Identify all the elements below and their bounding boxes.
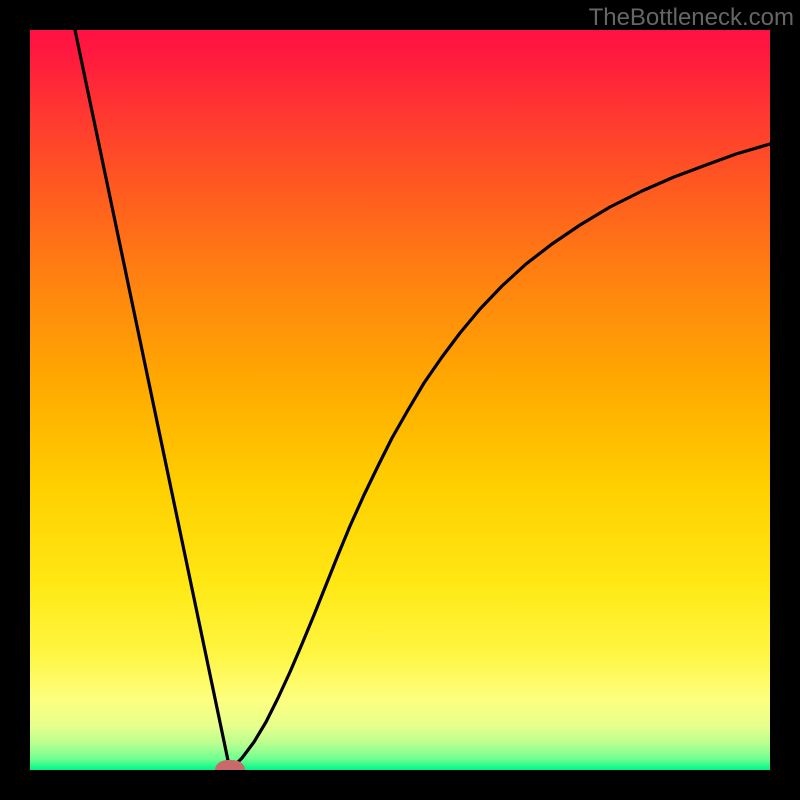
watermark-text: TheBottleneck.com	[589, 4, 794, 32]
plot-area	[30, 30, 770, 770]
plot-svg	[30, 30, 770, 770]
bottleneck-chart: TheBottleneck.com	[0, 0, 800, 800]
gradient-background	[30, 30, 770, 770]
optimal-marker	[215, 760, 245, 770]
